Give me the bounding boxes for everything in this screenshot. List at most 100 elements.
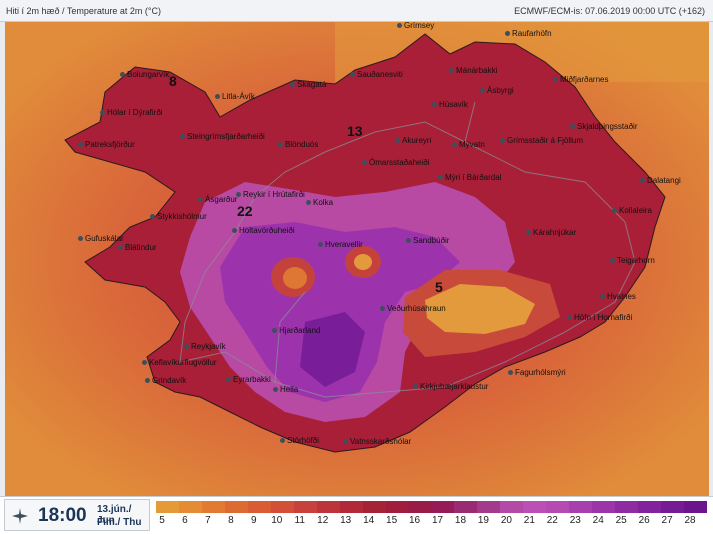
place-label[interactable]: Hólar í Dýrafirði <box>100 108 163 117</box>
place-label[interactable]: Sauðanesviti <box>350 70 403 79</box>
color-scale-tick-label: 13 <box>340 515 352 526</box>
place-label[interactable]: Hveravellir <box>318 240 363 249</box>
color-scale-swatch <box>638 501 661 513</box>
place-label[interactable]: Litla-Ávík <box>215 92 255 101</box>
place-label[interactable]: Patreksfjörður <box>78 140 135 149</box>
temperature-color-scale: 5 6 7 8 9 10 11 12 13 14 15 16 17 18 19 20 21 22 23 24 25 26 2… <box>156 501 707 531</box>
place-label[interactable]: Hjarðarland <box>272 326 320 335</box>
color-scale-tick-label: 5 <box>159 515 165 526</box>
place-label[interactable]: Ómarsstaðaheiði <box>362 158 429 167</box>
map-title: Hiti í 2m hæð / Temperature at 2m (°C) <box>6 6 161 16</box>
place-label[interactable]: Akureyri <box>395 136 431 145</box>
place-label[interactable]: Blönduós <box>278 140 318 149</box>
color-scale-swatch <box>683 501 707 513</box>
place-label[interactable]: Dalatangi <box>640 176 681 185</box>
color-scale-swatch <box>523 501 547 513</box>
place-label[interactable]: Ásgarður <box>198 195 237 204</box>
place-label[interactable]: Hella <box>273 385 298 394</box>
map-value-label: 5 <box>435 279 443 295</box>
place-label[interactable]: Raufarhöfn <box>505 29 552 38</box>
place-label[interactable]: Stykkishólmur <box>150 212 207 221</box>
place-label[interactable]: Sandbúðir <box>406 236 449 245</box>
map-value-label: 13 <box>347 123 363 139</box>
place-label[interactable]: Miðfjarðarnes <box>553 75 608 84</box>
place-label[interactable]: Grindavík <box>145 376 186 385</box>
color-scale-tick-label: 18 <box>454 515 467 526</box>
place-label[interactable]: Teigarhorn <box>610 256 655 265</box>
place-label[interactable]: Holtavörðuheiði <box>232 226 295 235</box>
cool-spot-langjokull-core <box>354 254 372 270</box>
cool-spot-hofsjokull-core <box>283 267 307 289</box>
place-label[interactable]: Blátindur <box>118 243 157 252</box>
place-label[interactable]: Kirkjubæjarklaustur <box>413 382 488 391</box>
place-label[interactable]: Fagurhólsmýri <box>508 368 566 377</box>
color-scale-tick-label: 17 <box>431 515 444 526</box>
color-scale-swatch <box>615 501 639 513</box>
color-scale-bar <box>156 501 707 513</box>
color-scale-tick-label: 21 <box>523 515 535 526</box>
color-scale-swatch <box>477 501 501 513</box>
place-label[interactable]: Grímsstaðir á Fjöllum <box>500 136 583 145</box>
color-scale-tick-label: 8 <box>228 515 234 526</box>
color-scale-tick-label: 25 <box>615 515 627 526</box>
color-scale-swatch <box>178 501 202 513</box>
color-scale-swatch <box>316 501 340 513</box>
map-footer: 18:00 13.jún./ Jun Fim./ Thu 5 6 7 8 9 10 11 12… <box>0 496 713 534</box>
place-label[interactable]: Kárahnjúkar <box>526 228 576 237</box>
color-scale-tick-label: 11 <box>294 515 305 526</box>
map-value-label: 22 <box>237 203 253 219</box>
place-label[interactable]: Húsavík <box>432 100 468 109</box>
color-scale-swatch <box>546 501 570 513</box>
place-label[interactable]: Mánárbakki <box>449 66 497 75</box>
color-scale-tick-label: 28 <box>684 515 696 526</box>
color-scale-labels: 5 6 7 8 9 10 11 12 13 14 15 16 17 18 19 20 21 22 23 24 25 26 2… <box>156 515 707 529</box>
place-label[interactable]: Mývatn <box>452 140 485 149</box>
cool-spot-vatnajokull-core <box>425 284 535 334</box>
color-scale-swatch <box>156 501 179 513</box>
place-label[interactable]: Veðurhúsahraun <box>380 304 446 313</box>
place-label[interactable]: Steingrímsfjarðarheiði <box>180 132 265 141</box>
color-scale-swatch <box>339 501 363 513</box>
road-network <box>179 101 636 398</box>
forecast-time-box[interactable]: 18:00 13.jún./ Jun Fim./ Thu <box>4 499 150 531</box>
color-scale-swatch <box>408 501 432 513</box>
place-label[interactable]: Reykjavík <box>184 342 226 351</box>
temperature-map[interactable] <box>5 22 709 496</box>
color-scale-tick-label: 23 <box>569 515 581 526</box>
place-label[interactable]: Skagatá <box>290 80 326 89</box>
color-scale-swatch <box>247 501 271 513</box>
color-scale-swatch <box>385 501 409 513</box>
place-label[interactable]: Mýri í Bárðardal <box>438 173 501 182</box>
place-label[interactable]: Kollaleira <box>612 206 652 215</box>
color-scale-tick-label: 24 <box>592 515 604 526</box>
place-label[interactable]: Ásbyrgi <box>480 86 514 95</box>
place-label[interactable]: Bolungarvík <box>120 70 169 79</box>
color-scale-tick-label: 6 <box>182 515 188 526</box>
color-scale-tick-label: 7 <box>205 515 211 526</box>
color-scale-tick-label: 22 <box>546 515 558 526</box>
place-label[interactable]: Eyrarbakki <box>226 375 271 384</box>
place-label[interactable]: Vatnsskarðshólar <box>343 437 411 446</box>
color-scale-tick-label: 9 <box>251 515 257 526</box>
color-scale-tick-label: 19 <box>477 515 489 526</box>
place-label[interactable]: Kolka <box>306 198 333 207</box>
forecast-weekday: Fim./ Thu <box>97 517 142 528</box>
aircraft-icon <box>12 508 28 524</box>
color-scale-tick-label: 15 <box>386 515 398 526</box>
place-label[interactable]: Hvalnes <box>600 292 636 301</box>
place-label[interactable]: Höfn í Hornafirði <box>567 313 632 322</box>
color-scale-swatch <box>201 501 225 513</box>
place-label[interactable]: Gufuskálar <box>78 234 124 243</box>
color-scale-tick-label: 14 <box>363 515 375 526</box>
place-label[interactable]: Skjaldþingsstaðir <box>570 122 637 131</box>
place-label[interactable]: Reykir í Hrútafirði <box>236 190 305 199</box>
color-scale-swatch <box>569 501 593 513</box>
map-header: Hiti í 2m hæð / Temperature at 2m (°C) E… <box>0 0 713 22</box>
place-label[interactable]: Keflavíkurflugvöllur <box>142 358 217 367</box>
color-scale-swatch <box>270 501 294 513</box>
forecast-date: 13.jún./ Jun <box>97 504 132 526</box>
place-label[interactable]: Stórhöfði <box>280 436 319 445</box>
place-label[interactable]: Grímsey <box>397 21 434 30</box>
color-scale-swatch <box>660 501 684 513</box>
